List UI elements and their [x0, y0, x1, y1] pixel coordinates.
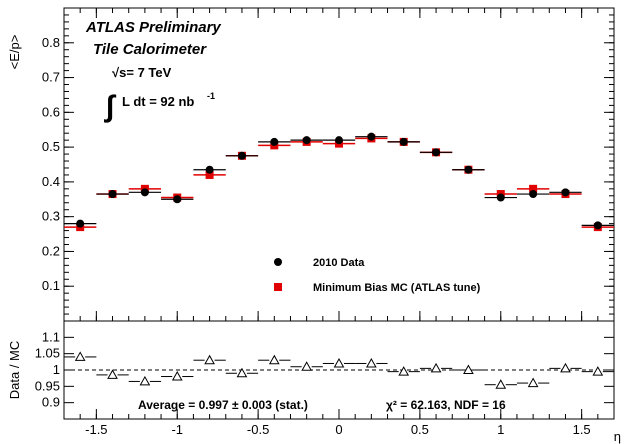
main-y-tick-label: 0.8	[42, 35, 60, 50]
ratio-point	[171, 371, 183, 381]
annotation-luminosity-exponent: -1	[207, 91, 215, 101]
ratio-data-marks	[64, 351, 614, 389]
main-y-tick-label: 0.7	[42, 70, 60, 85]
ratio-point	[365, 357, 377, 368]
ratio-y-tick-label: 0.9	[42, 395, 60, 410]
ratio-point	[592, 366, 604, 376]
main-y-axis: 0.1 0.2 0.3 0.4 0.5 0.6 0.7 0.8	[42, 14, 614, 315]
x-tick-label: 1	[497, 422, 504, 437]
x-axis: -1.5 -1 -0.5 0 0.5 1 1.5	[79, 8, 599, 437]
main-y-axis-title: <E/p>	[7, 35, 22, 70]
mc-point	[529, 184, 538, 193]
ratio-point	[333, 357, 345, 368]
data-point	[593, 221, 602, 230]
main-y-tick-label: 0.2	[42, 243, 60, 258]
x-tick-label: -0.5	[247, 422, 269, 437]
ratio-point	[527, 377, 539, 388]
ratio-chi2-text: χ² = 62.163, NDF = 16	[386, 398, 506, 412]
main-y-tick-label: 0.6	[42, 104, 60, 119]
data-point	[205, 165, 214, 174]
main-y-tick-label: 0.1	[42, 278, 60, 293]
ratio-point	[560, 362, 571, 373]
data-point	[335, 136, 343, 145]
ratio-y-tick-label: 1.1	[42, 329, 60, 344]
x-tick-label: -1.5	[85, 422, 107, 437]
main-y-tick-label: 0.3	[42, 209, 60, 224]
ratio-y-tick-label: 1	[53, 362, 60, 377]
legend-mc-label: Minimum Bias MC (ATLAS tune)	[313, 282, 481, 294]
ratio-y-axis-title: Data / MC	[7, 341, 22, 400]
annotation-tile-calorimeter: Tile Calorimeter	[93, 41, 207, 58]
x-tick-label: -1	[171, 422, 183, 437]
x-tick-label: 1.5	[573, 422, 591, 437]
x-axis-title: η	[614, 429, 621, 444]
data-point	[561, 188, 570, 197]
data-point	[108, 190, 117, 199]
data-point	[496, 193, 505, 202]
ratio-point	[139, 375, 151, 386]
legend-data-marker	[274, 258, 282, 266]
data-point	[399, 137, 408, 146]
annotation-luminosity: L dt = 92 nb	[122, 94, 194, 109]
legend-mc-marker	[274, 283, 282, 291]
annotation-energy: √s= 7 TeV	[112, 65, 172, 80]
ratio-y-tick-label: 0.95	[35, 378, 60, 393]
ratio-point	[495, 379, 507, 389]
data-point	[140, 188, 149, 197]
ratio-point	[398, 366, 410, 376]
data-point	[173, 195, 182, 204]
data-point	[432, 148, 441, 157]
data-point	[76, 219, 85, 228]
x-tick-label: 0.5	[411, 422, 429, 437]
data-point	[270, 137, 279, 146]
data-point	[237, 151, 246, 160]
ratio-average-text: Average = 0.997 ± 0.003 (stat.)	[138, 398, 308, 412]
x-tick-label: 0	[335, 422, 342, 437]
annotation-atlas-preliminary: ATLAS Preliminary	[85, 19, 221, 36]
ratio-y-tick-label: 1.05	[35, 346, 60, 361]
data-point	[367, 132, 376, 141]
ratio-point	[74, 351, 86, 361]
ratio-point	[204, 354, 215, 365]
annotation-integral-sign: ∫	[104, 90, 117, 123]
legend-data-label: 2010 Data	[313, 257, 365, 269]
mc-point	[205, 170, 214, 179]
ratio-point	[236, 367, 248, 378]
ratio-point	[301, 361, 313, 371]
data-point	[529, 190, 538, 199]
ratio-point	[430, 362, 442, 373]
ratio-point	[268, 354, 280, 365]
data-point	[464, 165, 473, 174]
ratio-point	[463, 364, 474, 374]
main-data-marks	[64, 132, 614, 232]
ratio-point	[107, 369, 118, 379]
main-y-tick-label: 0.5	[42, 139, 60, 154]
data-point	[302, 136, 311, 145]
main-y-tick-label: 0.4	[42, 174, 60, 189]
